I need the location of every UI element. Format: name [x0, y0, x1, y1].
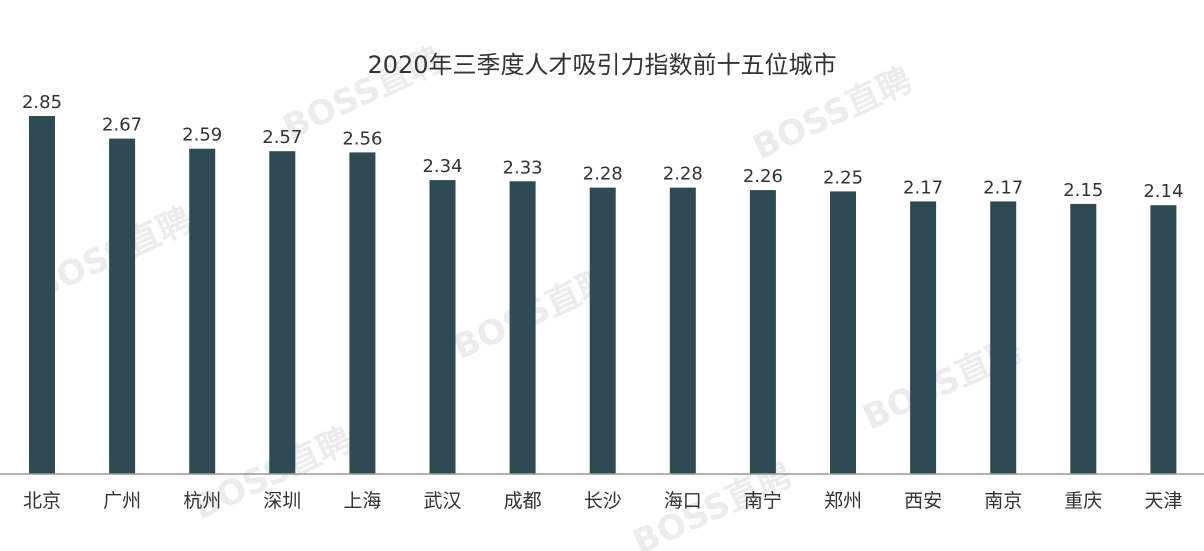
category-label-1: 北京: [23, 490, 61, 512]
category-label-11: 郑州: [824, 490, 862, 512]
bar-6: [429, 180, 456, 474]
bar-4: [269, 151, 296, 474]
value-label-5: 2.56: [342, 128, 382, 149]
value-label-8: 2.28: [583, 164, 623, 185]
category-label-2: 广州: [103, 490, 141, 512]
bars-group: [29, 116, 1177, 475]
bar-11: [830, 191, 856, 474]
category-label-6: 武汉: [423, 490, 461, 512]
category-label-5: 上海: [343, 490, 381, 512]
category-label-13: 南京: [984, 490, 1022, 512]
bar-12: [910, 201, 937, 474]
value-label-7: 2.33: [503, 157, 543, 178]
bar-13: [990, 201, 1017, 474]
value-label-15: 2.14: [1143, 181, 1183, 202]
category-label-12: 西安: [904, 490, 942, 512]
category-label-8: 长沙: [584, 490, 622, 512]
bar-2: [109, 138, 136, 474]
value-label-3: 2.59: [182, 125, 222, 146]
value-label-13: 2.17: [983, 177, 1023, 198]
value-label-9: 2.28: [663, 164, 703, 185]
value-label-10: 2.26: [743, 166, 783, 187]
category-label-7: 成都: [504, 490, 542, 512]
category-label-10: 南宁: [744, 490, 782, 512]
bar-3: [189, 148, 216, 474]
value-labels-group: 2.85 2.67 2.59 2.57 2.56 2.34 2.33 2.28 2.28 2.26…: [22, 92, 1183, 202]
bar-10: [749, 190, 776, 474]
category-label-4: 深圳: [263, 490, 301, 512]
value-label-12: 2.17: [903, 177, 943, 198]
category-label-3: 杭州: [183, 490, 221, 512]
value-label-4: 2.57: [262, 127, 302, 148]
category-label-14: 重庆: [1064, 490, 1102, 512]
bar-15: [1150, 205, 1177, 474]
bar-8: [589, 187, 616, 474]
category-label-15: 天津: [1144, 490, 1182, 512]
value-label-14: 2.15: [1063, 180, 1103, 201]
bar-7: [509, 181, 536, 475]
chart-title: 2020年三季度人才吸引力指数前十五位城市: [367, 51, 836, 79]
value-label-2: 2.67: [102, 115, 142, 136]
bar-14: [1070, 203, 1097, 474]
bar-1: [29, 116, 55, 474]
value-label-6: 2.34: [422, 156, 462, 177]
value-label-11: 2.25: [823, 167, 863, 188]
bar-9: [669, 187, 696, 474]
category-label-9: 海口: [664, 490, 702, 512]
category-labels-group: 北京 广州 杭州 深圳 上海 武汉 成都 长沙 海口 南宁 郑州 西安 南京 重庆 天津: [23, 490, 1182, 512]
value-label-1: 2.85: [22, 92, 62, 113]
bar-5: [349, 152, 376, 474]
